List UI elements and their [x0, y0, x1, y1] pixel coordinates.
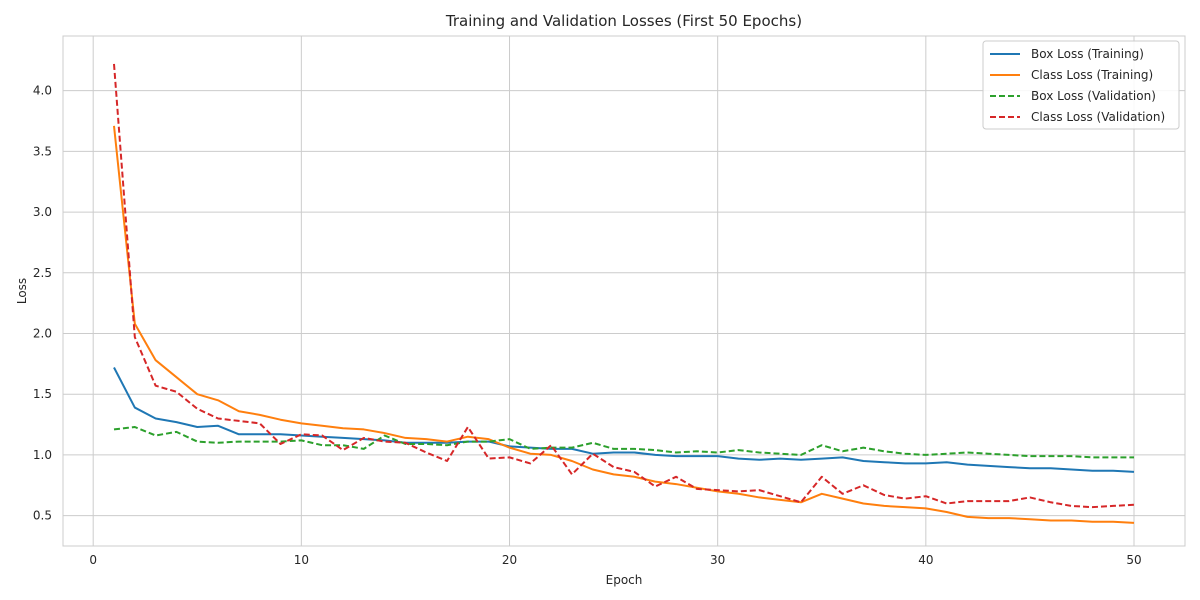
y-tick-label: 4.0: [33, 84, 52, 98]
y-axis-label: Loss: [15, 278, 29, 304]
chart-title: Training and Validation Losses (First 50…: [445, 12, 802, 30]
series-lines: [113, 63, 1135, 524]
x-axis-label: Epoch: [606, 573, 643, 587]
legend-item-box-loss-training: Box Loss (Training): [990, 47, 1144, 61]
legend-label-class-loss-validation: Class Loss (Validation): [1031, 110, 1165, 124]
legend-item-box-loss-validation: Box Loss (Validation): [990, 89, 1156, 103]
y-tick-label: 1.0: [33, 448, 52, 462]
y-tick-label: 1.5: [33, 387, 52, 401]
x-tick-label: 0: [89, 553, 97, 567]
plot-area-border: [62, 35, 1186, 547]
legend-box: [982, 40, 1180, 130]
y-tick-label: 3.0: [33, 205, 52, 219]
legend-label-box-loss-validation: Box Loss (Validation): [1031, 89, 1156, 103]
x-tick-label: 20: [502, 553, 517, 567]
legend-label-box-loss-training: Box Loss (Training): [1031, 47, 1144, 61]
axis-ticks: 0 10 20 30 40 50 0.5 1.0 1.5 2.0 2.5 3.0 3.5 4.0: [33, 84, 1142, 567]
series-line-class-loss-training: [113, 125, 1135, 524]
series-line-class-loss-validation: [113, 63, 1135, 509]
y-tick-label: 2.0: [33, 327, 52, 341]
x-tick-label: 50: [1126, 553, 1141, 567]
x-tick-label: 30: [710, 553, 725, 567]
x-tick-label: 10: [294, 553, 309, 567]
x-tick-label: 40: [918, 553, 933, 567]
y-tick-label: 0.5: [33, 509, 52, 523]
y-tick-label: 3.5: [33, 144, 52, 158]
legend-item-class-loss-training: Class Loss (Training): [990, 68, 1153, 82]
legend-item-class-loss-validation: Class Loss (Validation): [990, 110, 1165, 124]
legend: Box Loss (Training) Class Loss (Training…: [982, 40, 1180, 130]
legend-label-class-loss-training: Class Loss (Training): [1031, 68, 1153, 82]
y-tick-label: 2.5: [33, 266, 52, 280]
series-line-box-loss-training: [113, 367, 1135, 473]
